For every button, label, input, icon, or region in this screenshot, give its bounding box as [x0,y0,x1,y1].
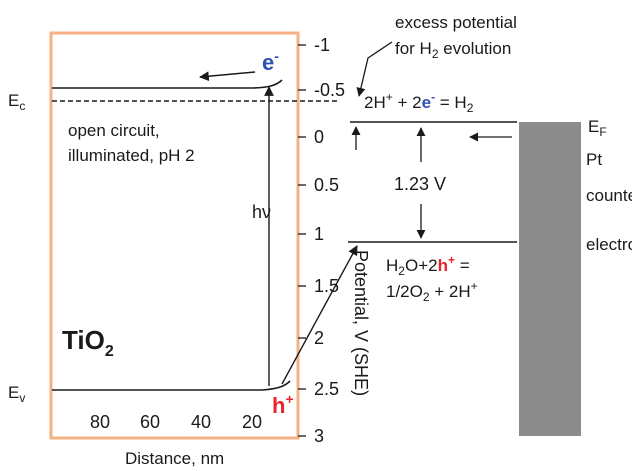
h2-reaction-label: 2H+ + 2e- = H2 [364,90,474,115]
ec-label: Ec [8,91,25,113]
conduction-band-edge [52,79,283,89]
distance-tick-label: 60 [140,412,160,432]
oxidation-reaction-line2: 1/2O2 + 2H+ [386,279,478,304]
oxidation-reaction-line1: H2O+2h+ = [386,253,470,278]
ev-label: Ev [8,383,25,405]
potential-tick-label: 2.5 [314,379,339,399]
potential-tick-label: 2 [314,328,324,348]
distance-axis-label: Distance, nm [125,449,224,468]
tio2-label: TiO2 [62,325,114,360]
valence-band-edge [52,380,291,391]
potential-tick-label: -0.5 [314,80,345,100]
electron-transport-arrow [199,71,256,82]
hole-label: h+ [272,391,294,418]
pt-label-line2: counter [586,186,632,205]
distance-tick-label: 80 [90,412,110,432]
tio2-region-box [49,31,300,440]
potential-axis-label: Potential, V (SHE) [351,250,371,396]
distance-tick-label: 20 [242,412,262,432]
potential-tick-label: 0 [314,127,324,147]
hole-transfer-arrow [281,245,358,385]
potential-tick-label: 1 [314,224,324,244]
pt-counter-electrode [519,122,581,436]
excess-potential-line2: for H2 evolution [395,39,511,61]
gap-value-label: 1.23 V [394,174,446,194]
hv-label: hν [252,202,271,222]
potential-tick-label: 0.5 [314,175,339,195]
potential-tick-label: -1 [314,35,330,55]
potential-tick-label: 3 [314,426,324,446]
excess-potential-line1: excess potential [395,13,517,32]
ef-label: EF [588,117,607,139]
pt-label-line3: electrode [586,235,632,254]
condition-text-line1: open circuit, [68,121,160,140]
pt-label-line1: Pt [586,150,602,169]
condition-text-line2: illuminated, pH 2 [68,146,195,165]
distance-tick-label: 40 [191,412,211,432]
electron-label: e- [262,48,279,75]
potential-axis-ticks [298,44,306,437]
excess-potential-pointer [356,41,393,97]
